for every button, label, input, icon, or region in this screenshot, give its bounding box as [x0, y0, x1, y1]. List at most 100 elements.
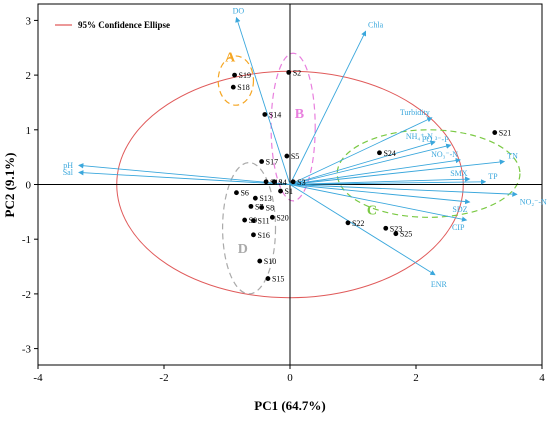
y-tick-label: -2: [22, 289, 31, 301]
y-tick-label: -3: [22, 344, 32, 356]
point-label-s3: S3: [297, 178, 305, 187]
vector-chla: [289, 30, 367, 185]
group-label-a: A: [225, 50, 236, 65]
vector-turbidity: [289, 117, 433, 185]
legend-label: 95% Confidence Ellipse: [78, 20, 170, 30]
point-label-s25: S25: [400, 230, 412, 239]
point-label-s12: S12: [270, 178, 282, 187]
point-label-s18: S18: [237, 83, 249, 92]
point-label-s13: S13: [259, 194, 271, 203]
vector-label-smx: SMX: [450, 169, 468, 178]
vector-enr: [289, 184, 436, 276]
point-s18: [230, 84, 236, 90]
vector-label-no-n: NO₃⁻-N: [431, 150, 458, 159]
point-label-s24: S24: [383, 149, 395, 158]
x-tick-label: 2: [413, 372, 419, 384]
point-label-s20: S20: [276, 213, 288, 222]
vector-po-p: [289, 143, 452, 185]
x-tick-label: 0: [287, 372, 293, 384]
vector-label-po-p: PO₄³⁻-P: [422, 135, 449, 144]
point-s24: [377, 150, 382, 156]
y-tick-label: 3: [26, 15, 32, 27]
point-s22: [345, 220, 351, 226]
point-label-s16: S16: [257, 231, 269, 240]
point-label-s6: S6: [240, 189, 248, 198]
point-s2: [286, 69, 292, 75]
x-tick-label: -4: [33, 372, 43, 384]
point-label-s15: S15: [272, 275, 284, 284]
point-s13: [252, 195, 258, 201]
vector-ph: [78, 163, 291, 185]
point-s20: [269, 214, 275, 220]
point-s21: [492, 130, 498, 135]
vector-label-do: DO: [233, 7, 245, 16]
vector-no-n: [289, 157, 461, 185]
y-axis-title: PC2 (9.1%): [2, 153, 17, 218]
legend: 95% Confidence Ellipse: [55, 20, 170, 30]
group-label-c: C: [367, 204, 377, 219]
vector-tp: [289, 179, 487, 185]
point-s25: [393, 231, 399, 237]
point-s10: [257, 258, 263, 264]
point-s16: [251, 232, 256, 238]
y-tick-label: 1: [26, 125, 32, 137]
point-label-s23: S23: [390, 224, 402, 233]
vector-do: [235, 16, 291, 185]
vector-cip: [289, 184, 468, 222]
point-s17: [259, 159, 265, 164]
vector-sal: [78, 170, 291, 185]
vector-label-nh-n: NH₄⁺-N: [406, 132, 433, 141]
vector-label-chla: Chla: [368, 20, 384, 29]
point-label-s22: S22: [352, 219, 364, 228]
group-ellipse-c: [336, 129, 521, 218]
group-label-b: B: [295, 107, 304, 122]
point-label-s19: S19: [239, 71, 251, 80]
vector-label-no-n: NO₂⁻-N: [520, 197, 547, 206]
vector-label-cip: CIP: [452, 223, 465, 232]
point-label-s11: S11: [257, 217, 269, 226]
x-tick-label: 4: [539, 372, 545, 384]
vector-label-sal: Sal: [63, 168, 74, 177]
point-s1: [278, 188, 283, 194]
point-label-s1: S1: [285, 187, 293, 196]
point-s19: [232, 72, 237, 78]
vector-label-enr: ENR: [431, 280, 448, 289]
vector-label-ph: pH: [63, 161, 73, 170]
point-s4: [271, 179, 277, 185]
x-tick-label: -2: [159, 372, 168, 384]
vector-no-n: [289, 184, 518, 197]
group-label-d: D: [238, 242, 248, 257]
y-tick-label: 2: [26, 70, 32, 82]
point-s11: [251, 218, 256, 224]
point-s6: [234, 190, 239, 196]
point-s3: [290, 179, 296, 185]
y-tick-label: 0: [26, 180, 32, 192]
point-label-s10: S10: [264, 257, 276, 266]
point-s15: [265, 276, 271, 281]
point-label-s17: S17: [266, 158, 278, 167]
x-axis-title: PC1 (64.7%): [254, 398, 326, 413]
vector-sdz: [289, 184, 471, 205]
y-tick-label: -1: [22, 234, 31, 246]
vector-label-tp: TP: [488, 172, 498, 181]
point-label-s2: S2: [293, 68, 301, 77]
vector-label-sdz: SDZ: [452, 205, 467, 214]
point-label-s8: S8: [266, 203, 274, 212]
point-label-s14: S14: [269, 110, 281, 119]
vector-nh-n: [289, 140, 436, 185]
vector-label-tn: TN: [507, 152, 518, 161]
point-label-s5: S5: [291, 152, 299, 161]
point-s12: [263, 179, 269, 185]
point-s5: [284, 153, 290, 159]
vector-tn: [289, 159, 506, 185]
group-ellipse-d: [221, 162, 277, 295]
vector-label-turbidity: Turbidity: [400, 108, 430, 117]
point-label-s21: S21: [499, 129, 511, 138]
point-s7: [248, 203, 254, 209]
point-s23: [383, 225, 389, 231]
group-ellipse-a: [217, 55, 255, 106]
point-label-s7: S7: [255, 202, 263, 211]
point-s8: [259, 205, 265, 210]
vector-smx: [289, 176, 471, 185]
